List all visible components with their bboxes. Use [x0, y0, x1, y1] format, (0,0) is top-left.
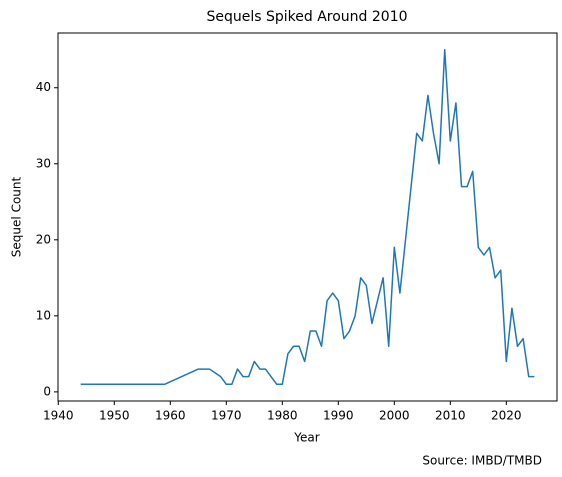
- x-tick-label: 2020: [491, 409, 522, 423]
- y-tick-label: 20: [36, 232, 51, 246]
- x-tick-label: 1940: [43, 409, 74, 423]
- x-axis-label: Year: [293, 431, 319, 445]
- x-tick-label: 1950: [99, 409, 130, 423]
- chart-title: Sequels Spiked Around 2010: [206, 9, 407, 25]
- x-tick-label: 1990: [323, 409, 354, 423]
- y-axis-label: Sequel Count: [10, 177, 24, 258]
- y-tick-label: 0: [43, 384, 51, 398]
- x-tick-label: 1960: [155, 409, 186, 423]
- axes-frame: [57, 32, 558, 402]
- x-tick-label: 2010: [435, 409, 466, 423]
- x-tick-label: 1980: [267, 409, 298, 423]
- y-tick-label: 30: [36, 156, 51, 170]
- x-tick-label: 2000: [379, 409, 410, 423]
- y-tick-label: 10: [36, 308, 51, 322]
- line: [80, 48, 535, 386]
- x-tick-label: 1970: [211, 409, 242, 423]
- annotation: Source: IMBD/TMBD: [422, 454, 542, 468]
- y-tick-label: 40: [36, 80, 51, 94]
